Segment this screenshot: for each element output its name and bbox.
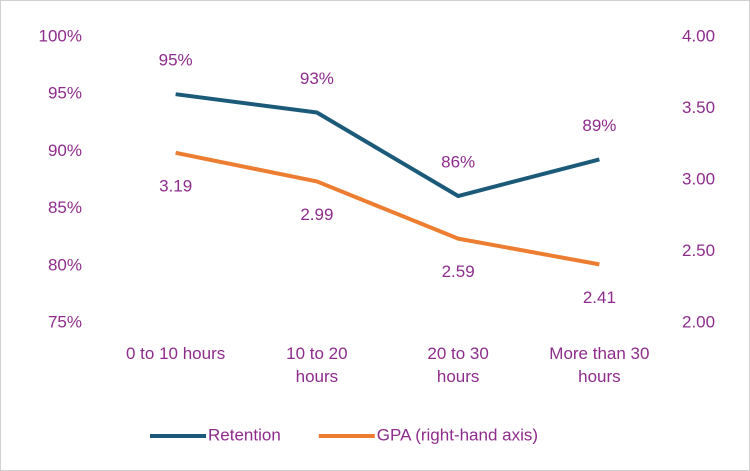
y-tick-label: 95% (48, 84, 82, 103)
data-label: 3.19 (159, 176, 192, 195)
data-label: 2.99 (300, 205, 333, 224)
y2-tick-label: 3.50 (682, 98, 715, 117)
data-label: 89% (582, 116, 616, 135)
legend-label: GPA (right-hand axis) (377, 425, 538, 444)
y-tick-label: 75% (48, 312, 82, 331)
y-tick-label: 90% (48, 141, 82, 160)
data-label: 86% (441, 153, 475, 172)
y-tick-label: 85% (48, 198, 82, 217)
data-label: 93% (300, 69, 334, 88)
data-label: 95% (159, 51, 193, 70)
data-label: 2.41 (583, 288, 616, 307)
data-label: 2.59 (442, 262, 475, 281)
x-tick-label: 10 to 20 hours (286, 344, 348, 386)
legend-label: Retention (208, 425, 281, 444)
y-tick-label: 80% (48, 255, 82, 274)
y2-tick-label: 2.50 (682, 241, 715, 260)
x-tick-label: 0 to 10 hours (126, 344, 226, 363)
y2-tick-label: 2.00 (682, 312, 715, 331)
x-tick-label: More than 30 hours (549, 344, 650, 386)
y2-tick-label: 4.00 (682, 26, 715, 45)
series-line (175, 92, 600, 199)
y-tick-label: 100% (39, 26, 82, 45)
y2-tick-label: 3.00 (682, 169, 715, 188)
series-line (175, 150, 600, 267)
x-tick-label: 20 to 30 hours (427, 344, 489, 386)
